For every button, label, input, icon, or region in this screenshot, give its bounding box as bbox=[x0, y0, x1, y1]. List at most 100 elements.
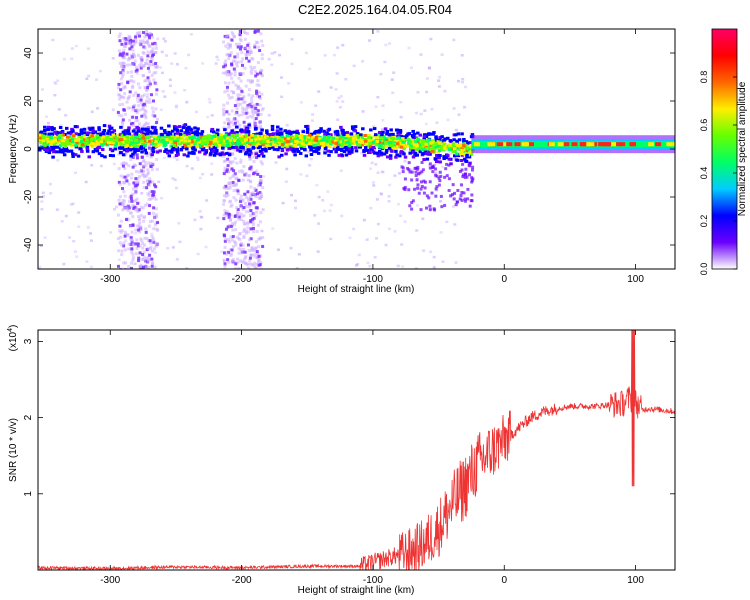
heatmap-cell bbox=[225, 191, 229, 195]
heatmap-cell bbox=[119, 77, 123, 81]
heatmap-cell bbox=[279, 76, 283, 79]
heatmap-cell bbox=[230, 129, 234, 133]
heatmap-cell bbox=[155, 120, 159, 124]
heatmap-cell bbox=[253, 45, 257, 49]
heatmap-cell bbox=[235, 140, 240, 144]
heatmap-cell bbox=[410, 178, 414, 182]
heatmap-cell bbox=[121, 161, 125, 165]
heatmap-cell bbox=[257, 83, 261, 87]
heatmap-cell bbox=[132, 53, 136, 57]
heatmap-cell bbox=[52, 150, 56, 154]
heatmap-cell bbox=[136, 208, 140, 212]
heatmap-cell bbox=[377, 141, 382, 145]
heatmap-cell bbox=[146, 42, 150, 46]
heatmap-cell bbox=[53, 145, 57, 149]
heatmap-cell bbox=[249, 180, 253, 184]
heatmap-cell bbox=[256, 79, 260, 83]
heatmap-cell bbox=[89, 138, 94, 142]
heatmap-cell bbox=[397, 202, 401, 206]
heatmap-cell bbox=[142, 216, 146, 220]
heatmap-cell bbox=[119, 52, 123, 56]
heatmap-cell bbox=[129, 176, 133, 180]
heatmap-cell bbox=[201, 62, 205, 65]
heatmap-cell bbox=[198, 210, 202, 213]
heatmap-cell bbox=[355, 131, 360, 135]
heatmap-cell bbox=[209, 140, 213, 144]
heatmap-cell bbox=[391, 91, 395, 95]
heatmap-cell bbox=[247, 238, 251, 242]
heatmap-cell bbox=[114, 138, 119, 142]
heatmap-cell bbox=[138, 217, 142, 221]
heatmap-cell bbox=[149, 245, 153, 249]
heatmap-cell bbox=[87, 137, 91, 141]
heatmap-cell bbox=[403, 155, 408, 159]
heatmap-cell bbox=[371, 146, 375, 150]
heatmap-cell bbox=[458, 144, 462, 148]
heatmap-cell bbox=[411, 129, 415, 133]
heatmap-cell bbox=[463, 105, 467, 109]
heatmap-cell bbox=[348, 236, 352, 240]
heatmap-cell bbox=[237, 76, 241, 80]
heatmap-cell bbox=[175, 149, 180, 153]
heatmap-cell bbox=[336, 46, 340, 49]
heatmap-cell bbox=[38, 146, 42, 150]
heatmap-cell bbox=[227, 153, 232, 157]
heatmap-cell bbox=[255, 256, 259, 260]
heatmap-cell bbox=[440, 205, 444, 209]
heatmap-cell bbox=[276, 148, 280, 152]
heatmap-cell bbox=[216, 216, 220, 220]
heatmap-cell bbox=[216, 146, 220, 149]
heatmap-cell bbox=[223, 264, 227, 268]
heatmap-cell bbox=[279, 132, 284, 136]
heatmap-cell bbox=[150, 232, 154, 236]
heatmap-cell bbox=[129, 197, 133, 201]
heatmap-cell bbox=[439, 231, 443, 234]
heatmap-cell bbox=[222, 202, 226, 206]
heatmap-cell bbox=[248, 157, 252, 161]
heatmap-cell bbox=[87, 143, 91, 147]
heatmap-cell bbox=[248, 52, 252, 56]
heatmap-cell bbox=[163, 39, 167, 43]
colorbar-gradient bbox=[712, 29, 737, 269]
heatmap-cell bbox=[127, 56, 131, 60]
heatmap-cell bbox=[334, 133, 338, 137]
heatmap-cell bbox=[413, 143, 417, 147]
heatmap-cell bbox=[258, 237, 262, 241]
heatmap-cell bbox=[110, 138, 115, 142]
heatmap-cell bbox=[236, 55, 240, 59]
heatmap-cell bbox=[422, 179, 426, 183]
heatmap-cell bbox=[130, 230, 134, 234]
heatmap-cell bbox=[245, 196, 249, 200]
heatmap-cell bbox=[375, 139, 380, 143]
heatmap-cell bbox=[128, 148, 133, 152]
heatmap-cell bbox=[304, 138, 308, 142]
heatmap-cell bbox=[249, 197, 253, 201]
heatmap-cell bbox=[82, 138, 87, 142]
heatmap-cell bbox=[350, 141, 354, 145]
heatmap-cell bbox=[203, 152, 207, 156]
heatmap-cell bbox=[232, 189, 236, 193]
heatmap-cell bbox=[142, 93, 146, 97]
heatmap-cell bbox=[157, 139, 162, 143]
heatmap-cell bbox=[116, 264, 120, 268]
heatmap-cell bbox=[290, 38, 294, 41]
heatmap-cell bbox=[384, 43, 388, 47]
heatmap-cell bbox=[414, 267, 418, 269]
heatmap-cell bbox=[169, 144, 174, 148]
heatmap-cell bbox=[284, 143, 289, 147]
heatmap-cell bbox=[259, 132, 263, 136]
heatmap-cell bbox=[237, 97, 241, 101]
heatmap-cell bbox=[243, 37, 247, 41]
heatmap-cell bbox=[248, 149, 252, 153]
heatmap-cell bbox=[49, 135, 53, 139]
heatmap-cell bbox=[392, 141, 397, 145]
heatmap-cell bbox=[238, 205, 242, 209]
heatmap-cell bbox=[463, 85, 467, 89]
heatmap-cell bbox=[299, 173, 303, 176]
heatmap-cell bbox=[156, 37, 160, 41]
heatmap-cell bbox=[194, 110, 198, 114]
heatmap-cell bbox=[140, 125, 144, 129]
heatmap-cell bbox=[200, 130, 205, 134]
heatmap-cell bbox=[151, 50, 155, 54]
heatmap-cell bbox=[91, 129, 96, 133]
